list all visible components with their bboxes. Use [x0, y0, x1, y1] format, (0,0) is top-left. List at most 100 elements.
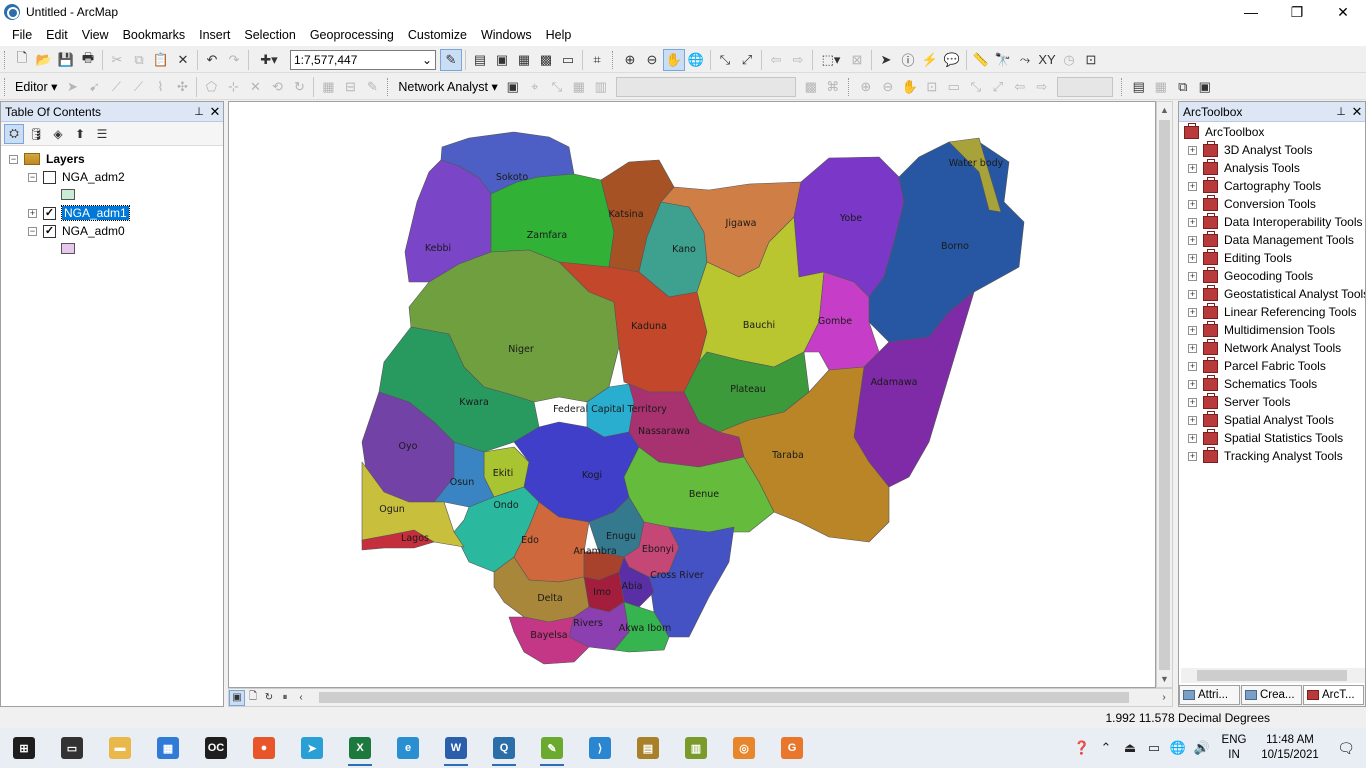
- tab-attributes[interactable]: Attri...: [1179, 685, 1240, 705]
- measure-icon[interactable]: 📏: [972, 51, 990, 67]
- toolbox-item[interactable]: + Multidimension Tools: [1188, 320, 1335, 339]
- taskbar-gallery-button[interactable]: G: [768, 728, 816, 768]
- toolbox-item[interactable]: + Geocoding Tools: [1188, 266, 1313, 285]
- georef-tool-2-icon[interactable]: ⌘: [826, 78, 840, 94]
- open-folder-icon[interactable]: 📂: [35, 51, 53, 67]
- maximize-button[interactable]: ❐: [1290, 3, 1304, 20]
- menu-selection[interactable]: Selection: [244, 28, 296, 42]
- zoom-in-icon[interactable]: ⊕: [624, 51, 636, 67]
- toolbar-grip[interactable]: [847, 77, 852, 96]
- expand-icon[interactable]: +: [1188, 324, 1197, 335]
- identify-icon[interactable]: ⓘ: [901, 53, 915, 68]
- state-lagos[interactable]: [361, 529, 435, 551]
- toc-options-icon[interactable]: ☰: [96, 126, 108, 141]
- toggle-draft-mode-icon[interactable]: ▤: [1132, 78, 1145, 94]
- network-layer-combo[interactable]: [615, 76, 796, 97]
- data-view-icon[interactable]: ▣: [229, 689, 245, 706]
- menu-windows[interactable]: Windows: [480, 28, 532, 42]
- globe-network-icon[interactable]: 🌐: [1169, 740, 1187, 755]
- layout-zoom-out-icon[interactable]: ⊖: [882, 78, 894, 94]
- select-move-location-icon[interactable]: ⤡: [551, 78, 562, 94]
- select-features-icon[interactable]: ⬚▾: [821, 51, 841, 67]
- scroll-down-icon[interactable]: ▼: [1160, 674, 1169, 684]
- state-cross-river[interactable]: [648, 526, 735, 638]
- tree-root-layers[interactable]: − Layers: [9, 150, 85, 168]
- taskbar-word-button[interactable]: W: [432, 728, 480, 768]
- layer-row-nga-adm0[interactable]: − ✓ NGA_adm0: [28, 222, 125, 240]
- expand-icon[interactable]: +: [1188, 450, 1197, 461]
- go-to-xy-icon[interactable]: XY: [1038, 52, 1056, 67]
- previous-extent-icon[interactable]: ⇦: [1014, 78, 1026, 94]
- expand-icon[interactable]: +: [1188, 414, 1197, 425]
- point-icon[interactable]: ✣: [176, 78, 188, 94]
- rotate-icon[interactable]: ↻: [293, 78, 305, 94]
- fixed-zoom-out-icon[interactable]: ⤢: [741, 51, 753, 67]
- expand-icon[interactable]: +: [1188, 216, 1197, 227]
- expand-icon[interactable]: +: [1188, 180, 1197, 191]
- toolbox-item[interactable]: + Server Tools: [1188, 392, 1290, 411]
- editor-toolbar-icon[interactable]: ✎: [440, 48, 462, 71]
- taskbar-task-view-button[interactable]: ▭: [48, 728, 96, 768]
- catalog-window-icon[interactable]: ▣: [495, 51, 509, 67]
- toolbox-item[interactable]: + Spatial Statistics Tools: [1188, 428, 1343, 447]
- minimize-button[interactable]: —: [1244, 4, 1258, 20]
- toolbar-grip[interactable]: [1120, 77, 1125, 96]
- layout-pan-icon[interactable]: ✋: [901, 78, 918, 94]
- toolbox-item[interactable]: + Data Interoperability Tools: [1188, 212, 1363, 231]
- close-icon[interactable]: ✕: [1351, 103, 1363, 119]
- fixed-zoom-out-layout-icon[interactable]: ⤢: [992, 78, 1003, 94]
- help-alert-icon[interactable]: ❓: [1073, 740, 1091, 755]
- taskbar-file-explorer-button[interactable]: ▬: [96, 728, 144, 768]
- state-akwa-ibom[interactable]: [613, 601, 670, 653]
- taskbar-clock[interactable]: 11:48 AM 10/15/2021: [1254, 733, 1326, 763]
- expand-icon[interactable]: +: [1188, 306, 1197, 317]
- menu-customize[interactable]: Customize: [407, 28, 467, 42]
- toolbox-item[interactable]: + Data Management Tools: [1188, 230, 1354, 249]
- pin-icon[interactable]: ⊥: [194, 106, 204, 118]
- arctoolbox-root[interactable]: ArcToolbox: [1184, 122, 1264, 141]
- toolbox-item[interactable]: + Geostatistical Analyst Tools: [1188, 284, 1365, 303]
- list-by-visibility-icon[interactable]: ◈: [53, 126, 63, 141]
- python-window-icon[interactable]: ▭: [561, 51, 575, 67]
- undo-icon[interactable]: ↶: [206, 51, 218, 67]
- split-icon[interactable]: ⟲: [271, 78, 283, 94]
- pan-hand-icon[interactable]: ✋: [663, 48, 685, 71]
- list-by-source-icon[interactable]: 🛢: [28, 126, 44, 141]
- scroll-left-icon[interactable]: ‹: [299, 692, 303, 703]
- toolbox-item[interactable]: + Linear Referencing Tools: [1188, 302, 1357, 321]
- taskbar-calendar-button[interactable]: ▦: [144, 728, 192, 768]
- forward-arrow-icon[interactable]: ⇨: [792, 51, 804, 67]
- cut-polygons-icon[interactable]: ✕: [249, 78, 261, 94]
- tab-arctoolbox[interactable]: ArcT...: [1303, 685, 1364, 705]
- tab-create-features[interactable]: Crea...: [1241, 685, 1302, 705]
- toolbox-item[interactable]: + Network Analyst Tools: [1188, 338, 1341, 357]
- menu-help[interactable]: Help: [545, 28, 572, 42]
- taskbar-start-button[interactable]: ⊞: [0, 728, 48, 768]
- layout-zoom-in-icon[interactable]: ⊕: [860, 78, 872, 94]
- volume-icon[interactable]: 🔊: [1193, 740, 1211, 755]
- print-icon[interactable]: 🖶: [81, 49, 95, 65]
- list-by-drawing-order-icon[interactable]: ⛭: [4, 123, 24, 144]
- scrollbar-thumb[interactable]: [1159, 120, 1170, 670]
- expand-icon[interactable]: +: [1188, 198, 1197, 209]
- paste-icon[interactable]: 📋: [152, 51, 170, 67]
- toolbox-item[interactable]: + Tracking Analyst Tools: [1188, 446, 1343, 465]
- chevron-up-icon[interactable]: ⌃: [1100, 740, 1112, 755]
- new-document-icon[interactable]: 🗋: [16, 49, 28, 65]
- expand-icon[interactable]: +: [1188, 396, 1197, 407]
- taskbar-arcmap-button[interactable]: Q: [480, 728, 528, 768]
- layer-row-nga-adm2[interactable]: − NGA_adm2: [28, 168, 125, 186]
- toolbox-item[interactable]: + Conversion Tools: [1188, 194, 1316, 213]
- expand-icon[interactable]: +: [28, 207, 37, 218]
- taskbar-chart-app-button[interactable]: ▥: [672, 728, 720, 768]
- expand-icon[interactable]: +: [1188, 360, 1197, 371]
- expand-icon[interactable]: +: [1188, 162, 1197, 173]
- taskbar-edge-button[interactable]: e: [384, 728, 432, 768]
- taskbar-arccatalog-button[interactable]: ✎: [528, 728, 576, 768]
- zoom-100-percent-icon[interactable]: ▭: [947, 78, 960, 94]
- select-elements-arrow-icon[interactable]: ➤: [880, 51, 892, 67]
- focus-data-frame-icon[interactable]: ▦: [1154, 78, 1167, 94]
- expand-icon[interactable]: +: [1188, 342, 1197, 353]
- toolbox-item[interactable]: + Analysis Tools: [1188, 158, 1300, 177]
- map-scale-combo[interactable]: 1:7,577,447 ⌄: [290, 49, 436, 70]
